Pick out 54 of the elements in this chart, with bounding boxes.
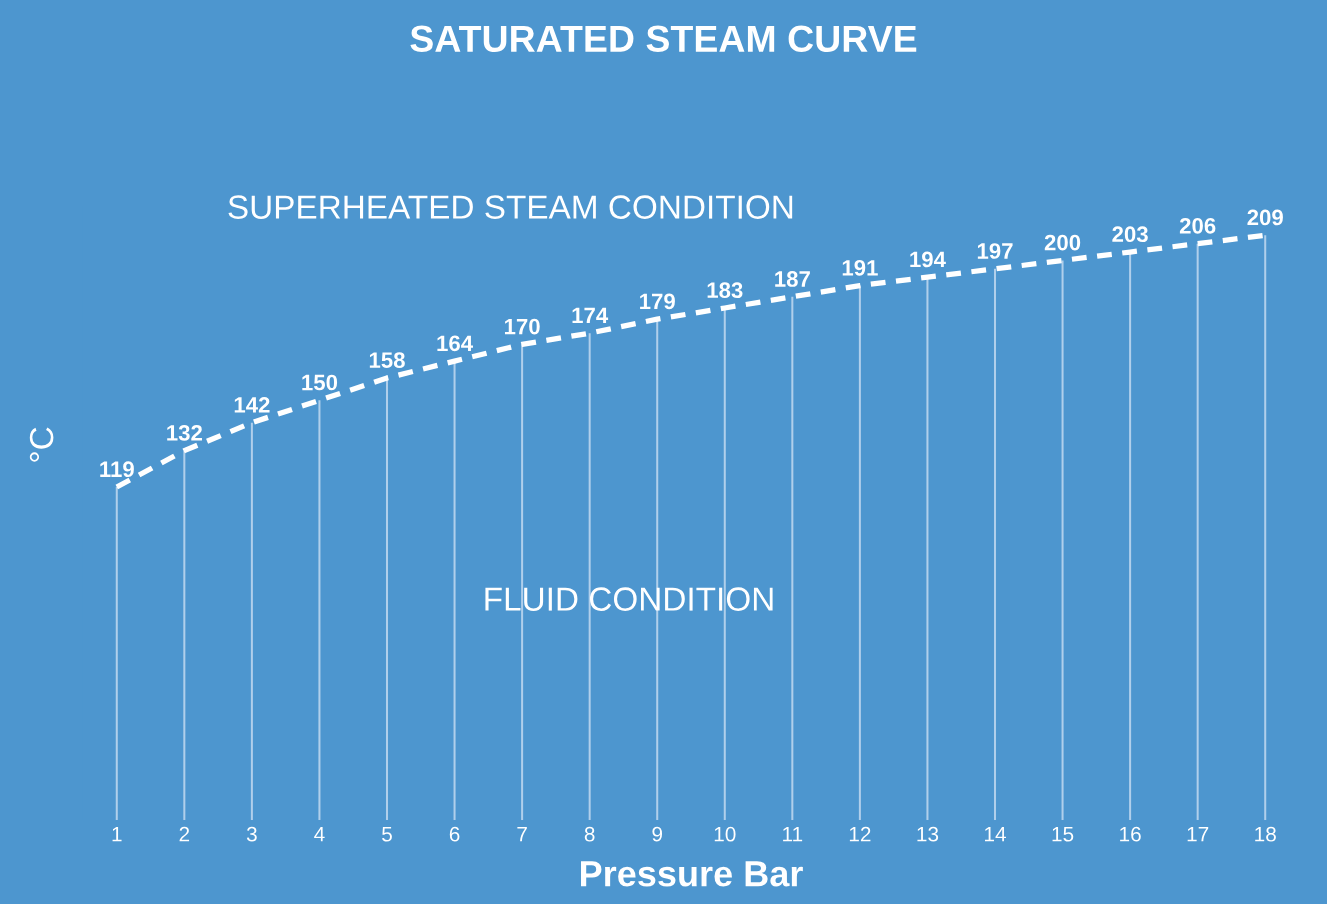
y-axis-title: °C bbox=[29, 427, 54, 462]
bar bbox=[1129, 252, 1132, 820]
chart-title: SATURATED STEAM CURVE bbox=[410, 25, 917, 53]
x-tick-label: 12 bbox=[849, 826, 871, 842]
x-tick-label: 7 bbox=[517, 827, 527, 842]
data-label: 194 bbox=[910, 251, 946, 268]
data-label: 179 bbox=[640, 293, 675, 310]
data-label: 174 bbox=[572, 307, 609, 323]
x-tick-label: 10 bbox=[714, 826, 736, 842]
x-tick-label: 5 bbox=[382, 827, 392, 842]
data-label: 158 bbox=[369, 352, 405, 368]
data-label: 132 bbox=[167, 424, 202, 441]
data-label: 170 bbox=[504, 318, 540, 335]
x-tick-label: 3 bbox=[246, 826, 257, 842]
data-label: 206 bbox=[1179, 217, 1216, 234]
bar bbox=[791, 296, 794, 820]
data-label: 183 bbox=[707, 282, 743, 299]
bar bbox=[1196, 243, 1199, 820]
bar bbox=[993, 268, 997, 820]
data-label: 164 bbox=[437, 335, 473, 352]
x-tick-label: 2 bbox=[179, 826, 190, 842]
data-label: 203 bbox=[1112, 226, 1148, 243]
x-axis-title: Pressure Bar bbox=[581, 861, 803, 887]
bar bbox=[588, 333, 591, 820]
data-label: 150 bbox=[302, 374, 338, 391]
data-label: 119 bbox=[100, 461, 134, 478]
data-label: 197 bbox=[977, 243, 1013, 259]
data-label: 200 bbox=[1044, 234, 1081, 251]
x-tick-label: 13 bbox=[917, 826, 939, 842]
x-tick-label: 11 bbox=[783, 827, 803, 842]
data-label: 187 bbox=[775, 271, 810, 287]
bar bbox=[115, 487, 118, 820]
x-tick-label: 4 bbox=[314, 827, 325, 842]
data-label: 142 bbox=[234, 397, 270, 413]
bar bbox=[1264, 235, 1267, 820]
bar bbox=[318, 400, 321, 820]
data-label: 191 bbox=[842, 259, 878, 276]
x-tick-label: 18 bbox=[1255, 826, 1276, 842]
bar bbox=[858, 285, 861, 820]
bar bbox=[183, 450, 186, 820]
bar bbox=[250, 422, 253, 820]
x-tick-label: 8 bbox=[584, 826, 595, 842]
x-tick-label: 14 bbox=[985, 827, 1006, 842]
data-label: 209 bbox=[1247, 209, 1283, 226]
x-tick-label: 1 bbox=[112, 827, 122, 842]
text: SUPERHEATED STEAM CONDITION bbox=[228, 195, 793, 219]
x-tick-label: 17 bbox=[1187, 827, 1209, 842]
bar bbox=[1061, 260, 1064, 820]
x-tick-label: 16 bbox=[1120, 826, 1141, 842]
x-tick-label: 9 bbox=[652, 826, 663, 842]
x-tick-label: 15 bbox=[1052, 827, 1074, 842]
x-tick-label: 6 bbox=[449, 826, 460, 842]
bar bbox=[453, 361, 456, 820]
bar bbox=[926, 277, 929, 820]
